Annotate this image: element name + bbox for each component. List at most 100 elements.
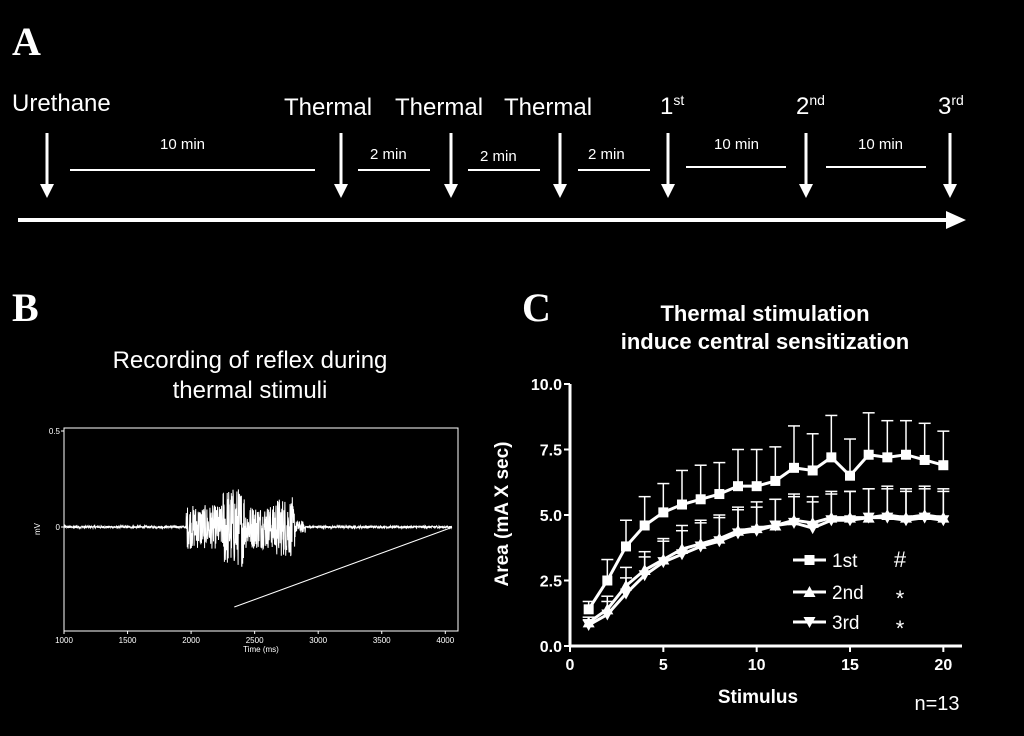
emg-trace [63, 489, 453, 608]
significance-mark: # [894, 547, 907, 572]
recording-ytick-label: 0.5 [49, 427, 61, 436]
legend-marker [804, 555, 815, 565]
interval-line [468, 169, 540, 171]
x-tick-label: 5 [659, 657, 668, 674]
recording-xtick-label: 1000 [55, 636, 73, 645]
event-urethane-label: Urethane [12, 90, 111, 117]
interval-label: 10 min [714, 136, 760, 153]
interval-line [70, 169, 315, 171]
event-thermal-2-label: Thermal [395, 94, 484, 121]
data-point [862, 512, 875, 524]
event-arrow [799, 133, 813, 198]
legend-marker [803, 586, 816, 597]
data-point [882, 452, 893, 463]
recording-ylabel: mV [33, 522, 42, 535]
interval-line [686, 166, 786, 168]
event-thermal-3-label: Thermal [504, 94, 593, 121]
recording-xtick-label: 3500 [373, 636, 391, 645]
legend-label: 2nd [832, 583, 864, 604]
interval-label: 2 min [370, 146, 407, 163]
recording-frame [63, 427, 459, 632]
data-point [938, 460, 949, 471]
data-point [714, 489, 725, 500]
interval-line [358, 169, 430, 171]
event-arrow [553, 133, 567, 198]
chart-title: Thermal stimulation induce central sensi… [560, 300, 970, 356]
legend-label: 3rd [832, 613, 859, 634]
chart-ylabel: Area (mA X sec) [492, 441, 513, 586]
data-point [806, 523, 819, 535]
recording-title-line1: Recording of reflex during [112, 347, 388, 374]
n-annotation: n=13 [914, 693, 959, 715]
recording-title: Recording of reflex during thermal stimu… [60, 346, 440, 406]
data-point [620, 588, 632, 600]
time-axis-arrow [18, 211, 966, 229]
legend-item-3rd: 3rd * [793, 613, 905, 641]
data-point [844, 515, 856, 527]
recording-xtick-label: 3000 [309, 636, 327, 645]
chart-title-line2: induce central sensitization [620, 329, 910, 354]
y-tick-label: 2.5 [540, 574, 562, 591]
data-point [732, 528, 744, 540]
event-arrow [444, 133, 458, 198]
recording-xtick-label: 4000 [436, 636, 454, 645]
series-line [587, 513, 944, 624]
panel-b-letter: B [12, 285, 39, 330]
interval-label: 2 min [588, 146, 625, 163]
data-point [900, 515, 912, 527]
recording-xtick-label: 2500 [246, 636, 264, 645]
interval-label: 10 min [160, 136, 206, 153]
interval-line [826, 166, 926, 168]
y-tick-label: 5.0 [540, 508, 562, 525]
y-tick-label: 10.0 [531, 377, 562, 394]
data-point [750, 525, 763, 537]
event-2nd-label: 2nd [796, 92, 825, 120]
recording-xlabel: Time (ms) [243, 645, 279, 654]
series-1st [582, 412, 950, 615]
data-point [583, 604, 594, 615]
data-point [638, 570, 651, 582]
data-point [881, 512, 894, 524]
data-point [788, 517, 800, 529]
data-point [789, 462, 799, 473]
data-point [845, 470, 855, 481]
recording-xtick-label: 1500 [119, 636, 137, 645]
data-point [658, 507, 669, 518]
data-point [713, 536, 726, 548]
event-arrow [40, 133, 54, 198]
legend-label: 1st [832, 551, 858, 572]
data-point [807, 465, 818, 476]
data-point [863, 449, 874, 460]
data-point [657, 557, 670, 569]
data-point [695, 494, 706, 505]
significance-mark: * [896, 586, 905, 611]
data-point [639, 520, 650, 531]
y-tick-label: 7.5 [540, 443, 562, 460]
data-point [602, 575, 613, 586]
interval-label: 2 min [480, 148, 517, 165]
timeline-arrows [18, 133, 966, 229]
series-3rd [582, 488, 950, 632]
recording-ytick-label: 0 [56, 523, 61, 532]
panel-c-letter: C [522, 285, 551, 330]
data-point [770, 475, 781, 486]
data-point [825, 515, 838, 527]
event-arrow [334, 133, 348, 198]
data-point [601, 609, 614, 621]
data-point [769, 520, 782, 532]
data-point [621, 541, 631, 552]
data-point [918, 512, 931, 524]
legend-item-1st: 1st # [793, 547, 907, 572]
data-point [733, 481, 743, 492]
chart-title-line1: Thermal stimulation [660, 301, 870, 326]
legend-item-2nd: 2nd * [793, 583, 905, 611]
y-tick-label: 0.0 [540, 639, 562, 656]
recording-xtick-label: 2000 [182, 636, 200, 645]
event-arrow [943, 133, 957, 198]
event-1st-label: 1st [660, 92, 685, 120]
x-tick-label: 0 [566, 657, 575, 674]
data-point [694, 541, 707, 553]
